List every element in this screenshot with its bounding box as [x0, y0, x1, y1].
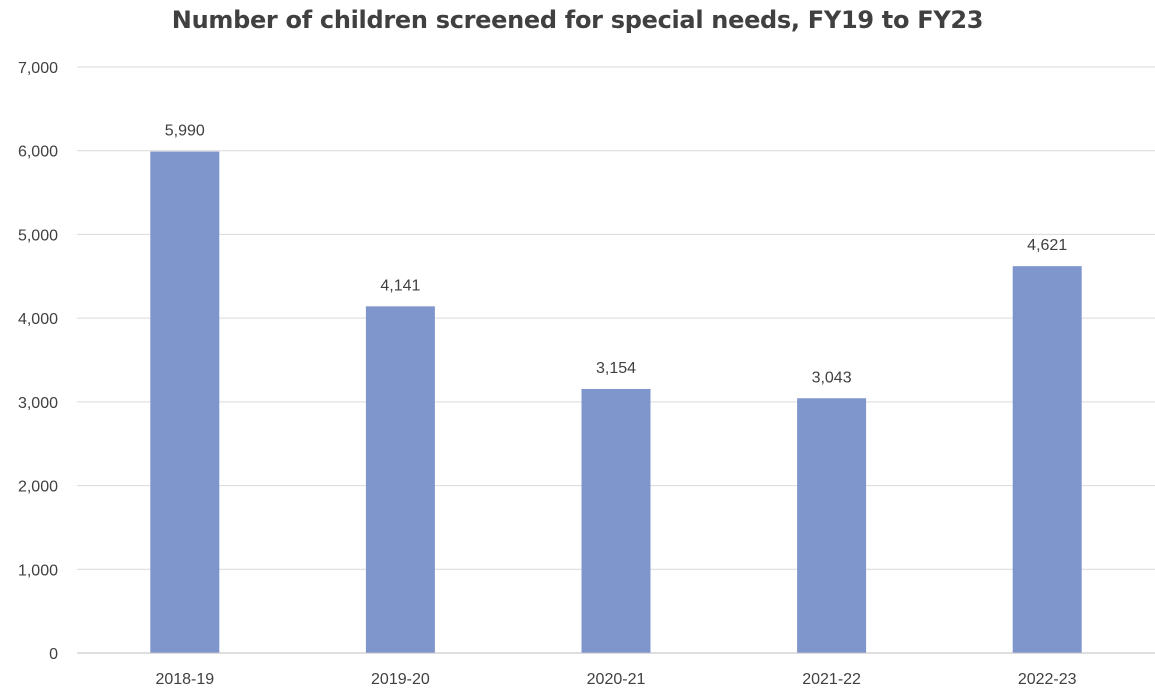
- data-label: 3,043: [812, 369, 852, 386]
- y-tick-label: 0: [49, 646, 58, 663]
- chart-title: Number of children screened for special …: [171, 6, 984, 34]
- x-tick-label: 2019-20: [371, 671, 430, 688]
- data-label: 4,141: [380, 277, 420, 294]
- x-axis-tick-labels: 2018-19 2019-20 2020-21 2021-22 2022-23: [155, 671, 1076, 688]
- y-axis-tick-labels: 0 1,000 2,000 3,000 4,000 5,000 6,000 7,000: [18, 60, 58, 663]
- bar: [150, 151, 220, 653]
- bar: [1012, 266, 1082, 653]
- x-tick-label: 2022-23: [1018, 671, 1077, 688]
- data-labels: 5,990 4,141 3,154 3,043 4,621: [165, 123, 1068, 387]
- data-label: 4,621: [1027, 237, 1067, 254]
- data-label: 5,990: [165, 123, 205, 140]
- y-tick-label: 3,000: [18, 395, 58, 412]
- y-tick-label: 7,000: [18, 60, 58, 77]
- bars: [150, 151, 1082, 653]
- y-tick-label: 1,000: [18, 562, 58, 579]
- bar: [365, 306, 435, 653]
- y-tick-label: 4,000: [18, 311, 58, 328]
- x-tick-label: 2018-19: [155, 671, 214, 688]
- y-tick-label: 6,000: [18, 144, 58, 161]
- x-tick-label: 2021-22: [802, 671, 861, 688]
- y-tick-label: 2,000: [18, 479, 58, 496]
- data-label: 3,154: [596, 360, 636, 377]
- bar: [797, 398, 867, 653]
- bar: [581, 388, 651, 653]
- y-tick-label: 5,000: [18, 227, 58, 244]
- x-tick-label: 2020-21: [587, 671, 646, 688]
